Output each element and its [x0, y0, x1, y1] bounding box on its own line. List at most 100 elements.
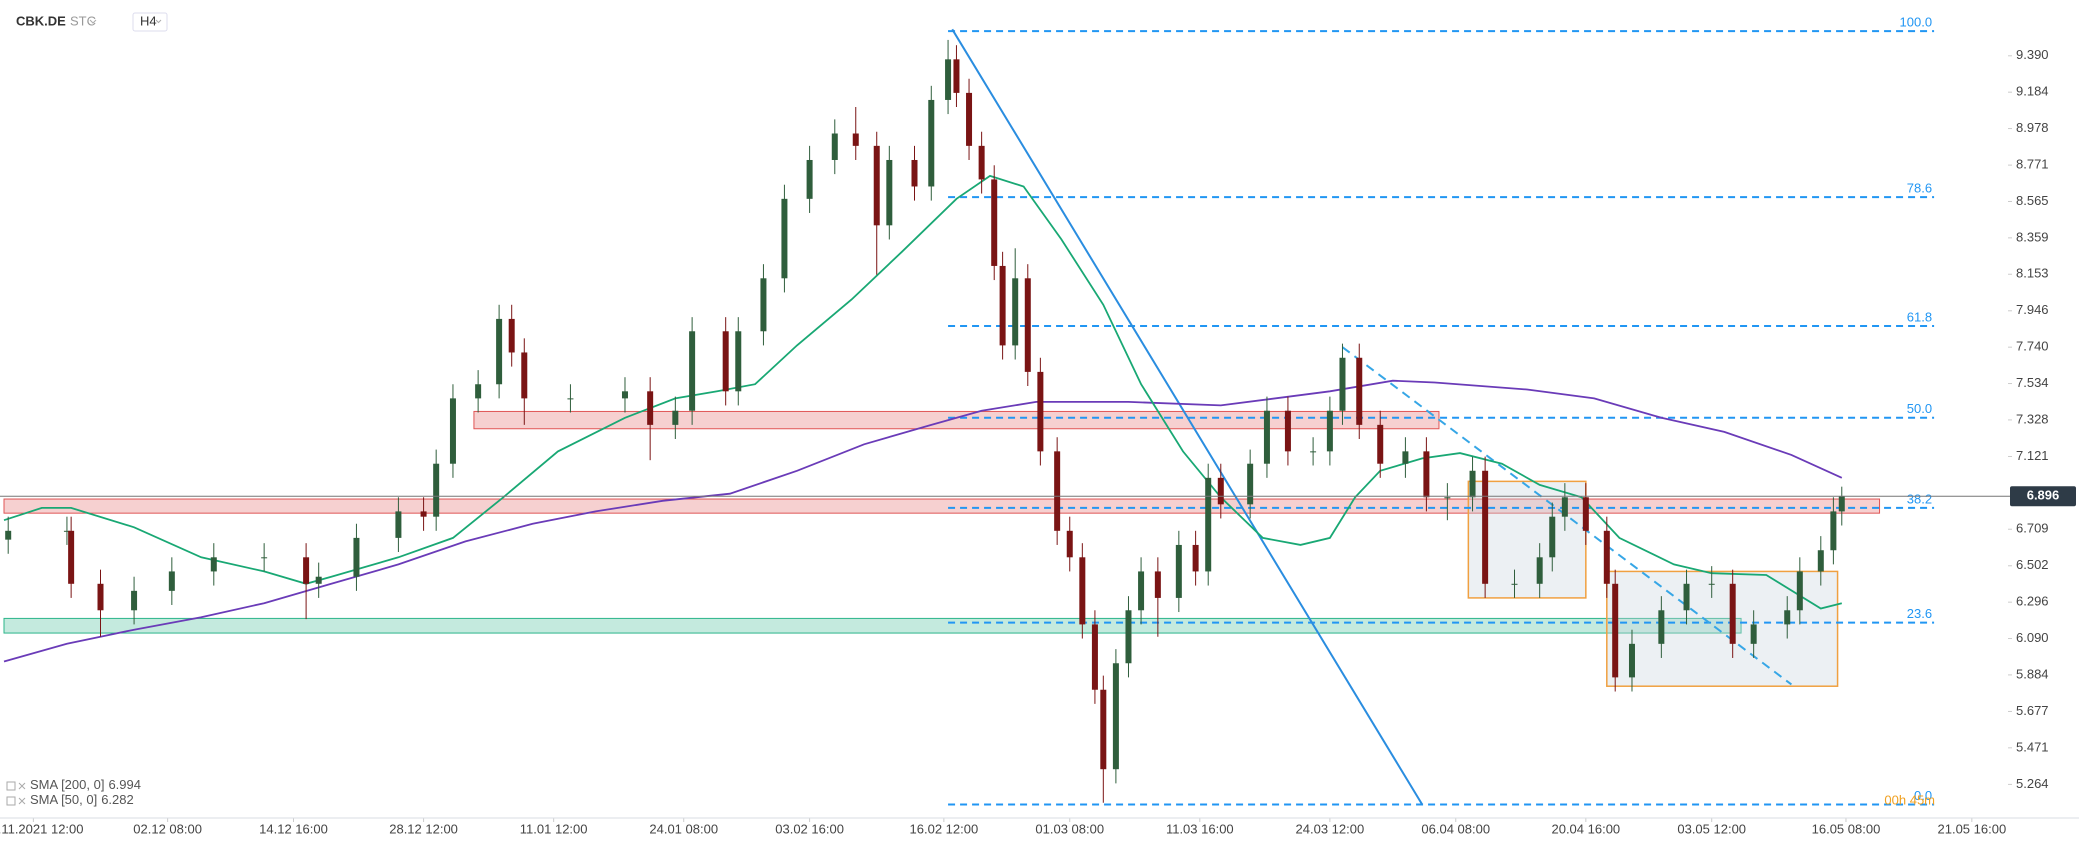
legend-icon [6, 781, 16, 791]
price-tag [2010, 486, 2076, 507]
candle-body [1091, 624, 1098, 690]
candle-body [1750, 624, 1757, 644]
candle-body [68, 530, 75, 584]
candle-body [353, 537, 360, 577]
x-tick-label: 24.03 12:00 [1296, 821, 1365, 836]
candle-body [449, 398, 456, 464]
fib-label: 78.6 [1907, 181, 1932, 196]
legend-icon [6, 796, 16, 806]
candle-body [781, 198, 788, 279]
legend-close [18, 797, 26, 805]
y-tick-label: 7.534 [2016, 375, 2049, 390]
y-tick-label: 6.090 [2016, 630, 2049, 645]
candle-body [1549, 516, 1556, 558]
candle-body [928, 99, 935, 187]
candle-body [567, 398, 574, 400]
candle-body [475, 384, 482, 399]
legend-value: 6.282 [101, 792, 134, 807]
y-tick-label: 8.978 [2016, 120, 2049, 135]
x-tick-label: 16.05 08:00 [1812, 821, 1881, 836]
candle-body [852, 133, 859, 146]
y-tick-label: 7.328 [2016, 411, 2049, 426]
candle-body [1582, 497, 1589, 531]
candle-body [735, 331, 742, 392]
trend-line [951, 28, 1424, 806]
candle-body [966, 92, 973, 146]
y-tick-label: 5.677 [2016, 703, 2049, 718]
zone [3, 498, 1881, 514]
candle-body [672, 410, 679, 425]
candle-body [1658, 610, 1665, 644]
x-tick-label: 03.05 12:00 [1677, 821, 1746, 836]
symbol: CBK.DE [16, 13, 66, 28]
y-tick-label: 9.390 [2016, 47, 2049, 62]
candle-body [1603, 530, 1610, 584]
y-tick-label: 8.565 [2016, 193, 2049, 208]
candle-body [1796, 571, 1803, 611]
candle-body [1708, 583, 1715, 585]
fib-label: 50.0 [1907, 401, 1932, 416]
candle-body [1511, 583, 1518, 585]
interval-button[interactable] [132, 12, 168, 32]
candle-body [1112, 663, 1119, 770]
candle-body [1729, 583, 1736, 644]
candle-body [1247, 463, 1254, 505]
candle-body [97, 583, 104, 611]
candle-body [496, 318, 503, 385]
candle-body [1377, 424, 1384, 464]
legend-close [18, 782, 26, 790]
candle-body [1138, 571, 1145, 611]
candle-body [1192, 544, 1199, 572]
candle-body [945, 59, 952, 100]
candle-body [978, 145, 985, 180]
x-tick-label: 11.03 16:00 [1166, 821, 1234, 836]
candle-body [433, 463, 440, 517]
candle-body [999, 265, 1006, 346]
candle-body [420, 511, 427, 517]
candle-body [1444, 497, 1451, 499]
legend-name: SMA [50, 0] [30, 792, 97, 807]
legend-entry: SMA [200, 0] 6.994 [30, 777, 141, 792]
y-tick-label: 5.471 [2016, 739, 2049, 754]
candle-body [1561, 497, 1568, 517]
candle-body [1628, 643, 1635, 678]
candle-body [1037, 371, 1044, 452]
candle-body [1423, 451, 1430, 498]
candle-body [831, 133, 838, 160]
candle-body [1100, 689, 1107, 770]
legend-name: SMA [200, 0] [30, 777, 104, 792]
y-tick-label: 6.709 [2016, 521, 2049, 536]
x-tick-label: 14.12 16:00 [259, 821, 328, 836]
candle-body [168, 571, 175, 591]
candle-body [1205, 477, 1212, 572]
candle-body [1482, 470, 1489, 584]
candle-body [315, 576, 322, 584]
x-tick-label: 16.02 12:00 [910, 821, 979, 836]
fib-label: 100.0 [1900, 15, 1933, 30]
candle-body [722, 331, 729, 392]
fib-label: 23.6 [1907, 606, 1932, 621]
candle-body [261, 557, 268, 559]
candle-body [5, 530, 12, 540]
dropdown-icon [89, 19, 97, 24]
x-tick-label: 01.03 08:00 [1035, 821, 1104, 836]
dropdown-icon [155, 19, 162, 24]
zone [3, 617, 1742, 634]
candle-body [953, 59, 960, 93]
countdown: 00h 45m [1884, 792, 1935, 807]
candle-body [1830, 511, 1837, 551]
fib-label: 61.8 [1907, 309, 1932, 324]
y-tick-label: 8.153 [2016, 266, 2049, 281]
candle-body [1175, 544, 1182, 598]
candle-body [395, 511, 402, 538]
y-tick-label: 7.740 [2016, 339, 2049, 354]
candle-body [1079, 557, 1086, 625]
candle-body [760, 278, 767, 332]
candle-body [1125, 610, 1132, 664]
interval[interactable]: H4 [140, 13, 157, 28]
exchange: STC [70, 13, 96, 28]
candle-body [911, 159, 918, 187]
candle-body [1012, 278, 1019, 346]
